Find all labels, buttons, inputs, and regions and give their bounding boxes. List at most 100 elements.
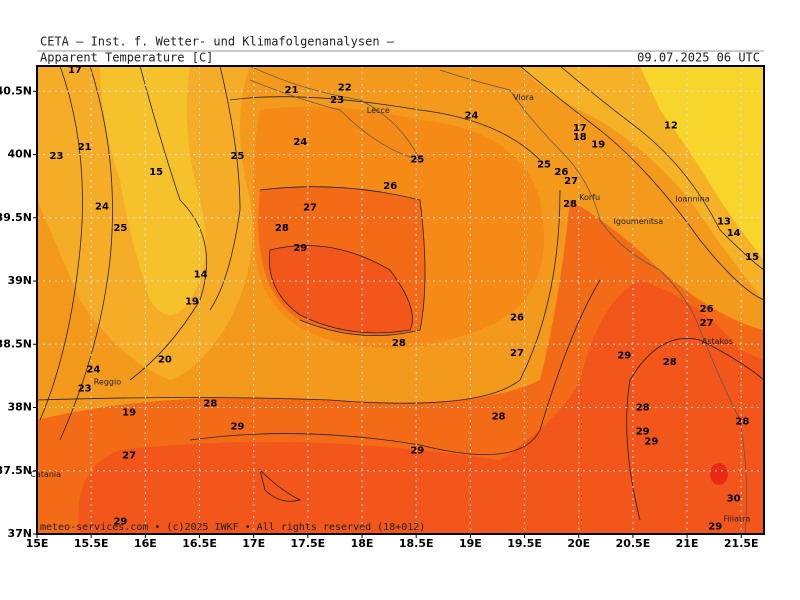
- isoline: [626, 338, 764, 521]
- x-tick-label: 20.5E: [616, 537, 651, 550]
- isoline: [37, 189, 561, 404]
- place-label: Ioannina: [675, 194, 710, 203]
- x-tick-label: 16E: [134, 537, 157, 550]
- x-tick-label: 21.5E: [724, 537, 759, 550]
- contour-label: 23: [50, 151, 64, 162]
- contour-label: 14: [727, 228, 741, 239]
- y-tick-label: 38.5N: [0, 337, 32, 350]
- contour-label: 30: [727, 494, 741, 505]
- contour-label: 27: [510, 348, 524, 359]
- contour-label: 20: [158, 354, 172, 365]
- y-tick-label: 37N: [7, 527, 32, 540]
- plot-frame: [36, 65, 765, 535]
- contour-label: 26: [510, 313, 524, 324]
- contour-label: 24: [86, 365, 100, 376]
- x-tick-label: 17.5E: [291, 537, 326, 550]
- contour-label: 26: [554, 167, 568, 178]
- contour-label: 26: [700, 304, 714, 315]
- contour-label: 25: [537, 160, 551, 171]
- contour-label: 23: [78, 384, 92, 395]
- contour-label: 28: [203, 399, 217, 410]
- place-label: Astakos: [702, 337, 733, 346]
- field-29: [78, 280, 764, 534]
- isoline: [209, 66, 241, 311]
- coastline: [439, 69, 748, 534]
- isoline: [259, 186, 426, 336]
- x-tick-label: 16.5E: [182, 537, 217, 550]
- contour-label: 28: [492, 411, 506, 422]
- field-29-north: [269, 245, 413, 333]
- contour-label: 24: [293, 137, 307, 148]
- place-label: Igoumenitsa: [614, 217, 664, 226]
- y-tick-label: 40N: [7, 148, 32, 161]
- y-tick-label: 39.5N: [0, 211, 32, 224]
- contour-label: 22: [338, 83, 352, 94]
- isoline: [59, 66, 113, 441]
- x-tick-label: 18E: [351, 537, 374, 550]
- contour-label: 23: [330, 95, 344, 106]
- contour-label: 24: [95, 201, 109, 212]
- contour-label: 17: [68, 65, 82, 76]
- y-tick-label: 40.5N: [0, 84, 32, 97]
- contour-label: 27: [303, 203, 317, 214]
- contour-label: 29: [293, 243, 307, 254]
- contour-label: 28: [735, 416, 749, 427]
- contour-label: 29: [410, 446, 424, 457]
- field-30: [710, 463, 728, 485]
- isoline: [259, 468, 302, 502]
- contour-label: 28: [563, 199, 577, 210]
- contour-label: 25: [410, 155, 424, 166]
- y-tick-label: 37.5N: [0, 464, 32, 477]
- x-tick-label: 15E: [26, 537, 49, 550]
- contour-label: 19: [591, 139, 605, 150]
- x-tick-label: 15.5E: [74, 537, 109, 550]
- contour-label: 25: [230, 151, 244, 162]
- field-yellow-east: [640, 66, 764, 260]
- contour-label: 29: [617, 351, 631, 362]
- contour-label: 13: [717, 217, 731, 228]
- x-tick-label: 19E: [459, 537, 482, 550]
- isoline: [129, 66, 208, 381]
- place-label: Filiatra: [723, 514, 750, 523]
- contour-label: 29: [113, 516, 127, 527]
- contour-label: 18: [573, 132, 587, 143]
- contour-label: 28: [636, 403, 650, 414]
- contour-label: 14: [194, 270, 208, 281]
- fields: [37, 66, 764, 534]
- field-yellow-west: [100, 66, 206, 315]
- contour-label: 27: [700, 318, 714, 329]
- place-label: Korfu: [579, 193, 600, 202]
- contour-label: 28: [275, 223, 289, 234]
- isoline: [268, 245, 413, 334]
- contour-label: 28: [663, 357, 677, 368]
- x-tick-label: 20E: [567, 537, 590, 550]
- contour-labels: Lecce Vlora Korfu Igoumenitsa Ioannina Astako…: [30, 65, 759, 533]
- contour-label: 27: [122, 451, 136, 462]
- place-label: Catania: [30, 470, 61, 479]
- isoline: [229, 96, 541, 161]
- contour-label: 19: [122, 408, 136, 419]
- contour-label: 21: [285, 85, 299, 96]
- contour-label: 21: [78, 142, 92, 153]
- contour-label: 27: [564, 176, 578, 187]
- isoline: [189, 279, 601, 455]
- contour-label: 19: [185, 296, 199, 307]
- header-variable: Apparent Temperature [C]: [40, 51, 213, 65]
- place-label: Reggio: [94, 378, 122, 387]
- contour-label: 15: [745, 252, 759, 263]
- y-tick-label: 39N: [7, 274, 32, 287]
- isoline: [519, 66, 764, 301]
- contour-label: 29: [708, 521, 722, 532]
- contour-label: 17: [573, 123, 587, 134]
- header-title: CETA — Inst. f. Wetter- und Klimafolgena…: [40, 35, 395, 49]
- contour-label: 29: [230, 421, 244, 432]
- header-date: 09.07.2025 06 UTC: [637, 51, 760, 65]
- isoline: [559, 66, 764, 271]
- contour-label: 28: [392, 338, 406, 349]
- isoline: [39, 66, 83, 421]
- contour-label: 12: [664, 120, 678, 131]
- contour-label: 15: [149, 167, 163, 178]
- x-tick-label: 19.5E: [507, 537, 542, 550]
